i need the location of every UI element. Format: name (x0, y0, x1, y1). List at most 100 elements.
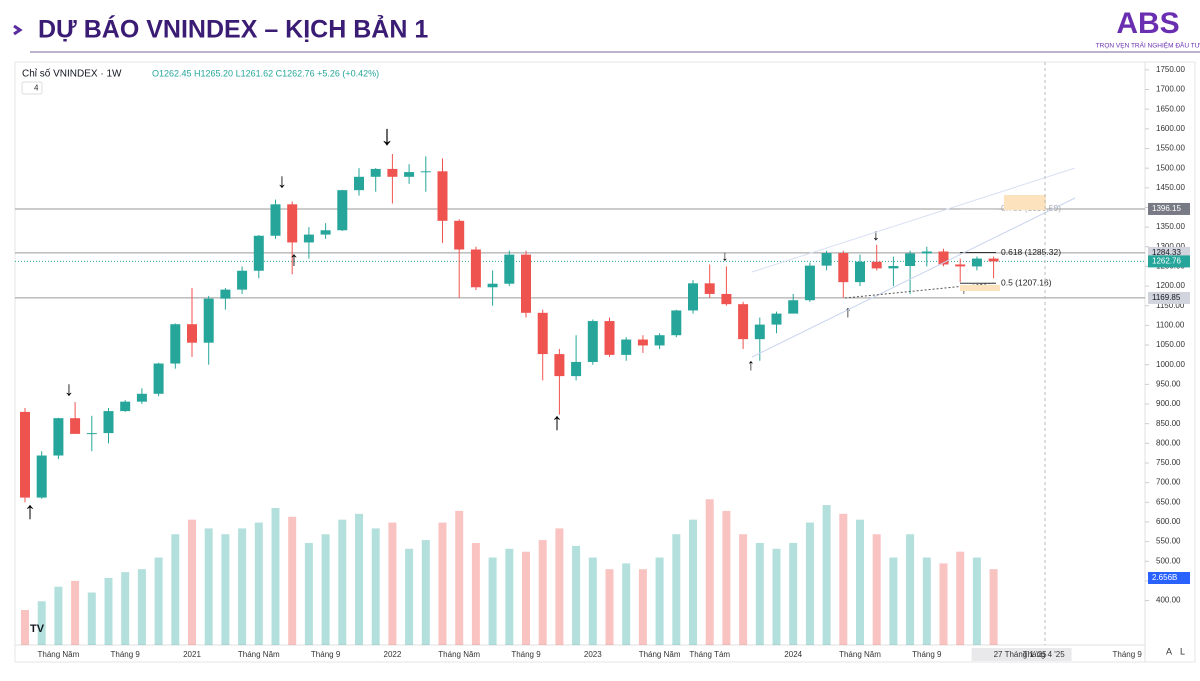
volume-bar (488, 557, 497, 645)
y-tick-label: 1200.00 (1156, 281, 1185, 290)
candle-body (70, 418, 81, 434)
price-tag-label: 1284.33 (1152, 248, 1181, 257)
y-tick-label: 750.00 (1156, 458, 1181, 467)
target-zone (1004, 195, 1046, 210)
volume-bar (522, 551, 530, 645)
volume-bar (572, 545, 581, 645)
volume-bar (104, 577, 113, 645)
candle-body (721, 293, 732, 305)
volume-bar (922, 557, 931, 645)
candle-body (955, 264, 966, 267)
y-tick-label: 1500.00 (1156, 163, 1185, 172)
candle-body (604, 321, 615, 355)
candle-body (36, 455, 47, 498)
y-tick-label: 900.00 (1156, 399, 1181, 408)
y-tick-label: 500.00 (1156, 556, 1181, 565)
volume-bar (137, 569, 146, 645)
title: DỰ BÁO VNINDEX – KỊCH BẢN 1 (38, 14, 428, 44)
volume-bar (538, 540, 547, 645)
candle-body (804, 265, 815, 301)
volume-bar (939, 563, 948, 645)
candle-body (220, 289, 231, 299)
y-tick-label: 1050.00 (1156, 340, 1185, 349)
volume-bar (956, 551, 965, 645)
candle-body (237, 270, 248, 290)
candle-body (153, 363, 164, 394)
volume-bar (388, 522, 397, 645)
volume-tag (1148, 572, 1190, 584)
volume-bar (204, 528, 213, 645)
volume-bar (989, 569, 998, 645)
volume-bar (471, 542, 480, 645)
candle-body (905, 253, 916, 267)
volume-bar (338, 519, 347, 645)
volume-bar (188, 519, 196, 645)
volume-bar (438, 522, 447, 645)
volume-bar (321, 534, 330, 645)
candle-body (704, 283, 715, 294)
arrow-up: ↑ (844, 304, 852, 321)
volume-bar (805, 522, 814, 645)
candle-body (387, 168, 398, 177)
y-tick-label: 1350.00 (1156, 222, 1185, 231)
y-tick-label: 1700.00 (1156, 85, 1185, 94)
y-tick-label: 1550.00 (1156, 144, 1185, 153)
x-tick-label: Tháng Tám (689, 650, 730, 659)
x-tick-label: 2021 (183, 650, 201, 659)
price-tag (1148, 291, 1190, 304)
fib-label: 0.618 (1285.32) (1001, 247, 1061, 257)
y-tick-label: 1000.00 (1156, 360, 1185, 369)
log-button[interactable]: L (1180, 646, 1185, 656)
candle-body (136, 393, 147, 402)
arrow-up: ↑ (289, 248, 299, 270)
volume-bar (789, 542, 798, 645)
volume-bar (655, 557, 664, 645)
volume-bar (405, 548, 414, 645)
candle-body (487, 283, 498, 288)
volume-bar (87, 592, 96, 645)
y-tick-label: 850.00 (1156, 419, 1181, 428)
candle-body (103, 411, 114, 434)
auto-button[interactable]: A (1166, 646, 1172, 656)
candle-body (688, 283, 698, 311)
candle-body (303, 234, 314, 243)
y-tick-label: 1150.00 (1156, 301, 1185, 310)
indicator-toggle[interactable] (21, 81, 43, 95)
current-price-label: 1262.76 (1152, 257, 1181, 266)
candle-body (404, 172, 415, 177)
volume-bar (839, 513, 848, 645)
candle-body (855, 261, 865, 283)
volume-bar (772, 548, 781, 645)
volume-bar (505, 548, 514, 645)
volume-bar (872, 534, 881, 645)
candle-body (170, 324, 181, 364)
candle-body (654, 335, 665, 346)
volume-bar (288, 516, 297, 645)
y-tick-label: 950.00 (1156, 379, 1181, 388)
volume-bar (304, 542, 313, 645)
y-tick-label: 800.00 (1156, 438, 1181, 447)
x-tick-label: Tháng 9 (511, 650, 541, 659)
candle-body (587, 321, 598, 362)
volume-bar (689, 519, 697, 645)
candle-body (988, 258, 999, 262)
x-tick-label: Tháng 9 (311, 650, 341, 659)
candle-body (504, 254, 515, 284)
channel-line (751, 197, 1076, 358)
volume-bar (638, 569, 647, 645)
y-tick-label: 650.00 (1156, 497, 1181, 506)
volume-bar (972, 557, 981, 645)
volume-bar (154, 557, 163, 645)
candle-body (554, 354, 565, 377)
y-tick-label: 600.00 (1156, 517, 1181, 526)
candle-body (320, 230, 331, 235)
plot: 1750.00 1700.00 1650.00 1600.00 1550.00 1500.… (15, 65, 1190, 661)
arrow-down: ↓ (722, 248, 729, 264)
candle-body (187, 324, 197, 343)
volume-bar (622, 563, 631, 645)
x-tick-label: Tháng 9 (111, 650, 141, 659)
candle-body (971, 258, 982, 267)
volume-bar (455, 510, 464, 645)
volume-bar (739, 534, 748, 645)
